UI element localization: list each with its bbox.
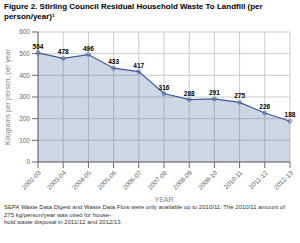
svg-text:291: 291 [209,89,220,96]
html-text:Figure 2. Stirling Council Res: Figure 2. Stirling Council Residual Hous… [4,2,263,21]
svg-text:2009-10: 2009-10 [197,169,219,191]
svg-text:2005-06: 2005-06 [96,169,118,191]
svg-text:275: 275 [234,92,245,99]
svg-text:2008-09: 2008-09 [171,169,193,191]
svg-text:433: 433 [108,58,119,65]
svg-text:YEAR: YEAR [154,196,173,202]
svg-text:2006-07: 2006-07 [121,169,143,191]
html-text:SEPA Waste Data Digest and Was: SEPA Waste Data Digest and Waste Data Fl… [4,204,287,225]
svg-text:2012-13: 2012-13 [272,169,292,191]
svg-text:2002-03: 2002-03 [20,169,42,191]
svg-text:0: 0 [26,158,30,165]
svg-text:300: 300 [19,93,30,100]
svg-text:Kilograms per person, per year: Kilograms per person, per year [8,48,12,145]
svg-text:288: 288 [184,90,195,97]
svg-text:496: 496 [83,45,94,52]
svg-text:2010-11: 2010-11 [222,169,244,191]
svg-text:2011-12: 2011-12 [247,169,269,191]
svg-text:504: 504 [33,43,44,50]
svg-text:188: 188 [285,111,292,118]
svg-text:500: 500 [19,50,30,57]
svg-text:600: 600 [19,28,30,35]
svg-text:400: 400 [19,72,30,79]
svg-text:226: 226 [259,103,270,110]
svg-text:478: 478 [58,48,69,55]
svg-text:316: 316 [159,84,170,91]
svg-text:100: 100 [19,137,30,144]
svg-text:2007-08: 2007-08 [146,169,168,191]
svg-text:2004-05: 2004-05 [71,169,93,191]
svg-text:200: 200 [19,115,30,122]
svg-text:417: 417 [133,62,144,69]
svg-text:2003-04: 2003-04 [45,169,67,191]
